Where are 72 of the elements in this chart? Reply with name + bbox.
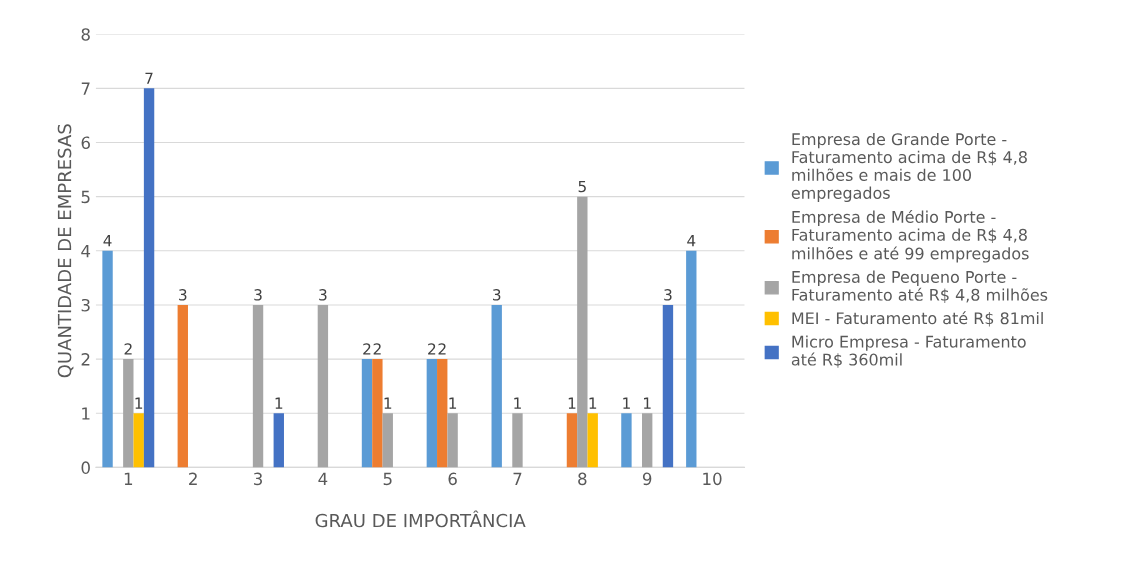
bar (621, 413, 632, 468)
data-label: 1 (568, 397, 576, 409)
bar (491, 304, 502, 468)
bar (372, 359, 383, 468)
y-axis-title: QUANTIDADE DE EMPRESAS (57, 124, 74, 378)
x-tick-label: 2 (189, 472, 197, 485)
x-axis-title: GRAU DE IMPORTÂNCIA (315, 510, 526, 528)
data-label: 1 (384, 397, 392, 409)
y-tick-label: 4 (81, 244, 91, 258)
y-tick-label: 5 (81, 190, 90, 204)
bar (426, 359, 438, 468)
data-label: 1 (589, 397, 597, 409)
data-label: 2 (428, 343, 436, 355)
y-tick-label: 1 (82, 407, 90, 420)
x-tick-label: 7 (513, 472, 522, 485)
data-label: 1 (514, 397, 521, 409)
bar (361, 359, 373, 468)
data-label: 1 (275, 397, 283, 409)
y-tick-label: 7 (81, 82, 90, 95)
legend-label: MEI - Faturamento até R$ 81mil (792, 311, 1043, 327)
data-label: 3 (254, 289, 262, 301)
legend-label: Micro Empresa - Faturamento até R$ 360mil (791, 335, 1026, 368)
bar (382, 413, 393, 468)
data-label: 4 (103, 235, 112, 247)
bar (102, 250, 113, 468)
x-tick-label: 10 (703, 472, 722, 486)
bar (133, 413, 144, 468)
y-tick-label: 6 (81, 136, 90, 150)
data-label: 3 (319, 289, 327, 301)
bar (566, 413, 578, 468)
bar (123, 359, 134, 468)
y-tick-label: 8 (81, 28, 90, 41)
bar (143, 88, 155, 468)
data-label: 3 (493, 289, 501, 301)
bar (577, 196, 588, 468)
bar (252, 304, 264, 468)
bar (177, 304, 188, 468)
bar (273, 413, 284, 468)
y-tick-label: 2 (81, 353, 90, 366)
bar (512, 413, 523, 468)
bar (587, 413, 598, 468)
legend-label: Empresa de Grande Porte - Faturamento acima de R$ 4,8 milhões e mais de 100 empregados (791, 132, 1027, 202)
legend-label: Empresa de Médio Porte - Faturamento acima de R$ 4,8 milhões e até 99 empregados (792, 209, 1029, 263)
data-label: 2 (438, 343, 446, 355)
legend-label: Empresa de Pequeno Porte - Faturamento até R$ 4,8 milhões (792, 270, 1048, 303)
x-tick-label: 9 (642, 472, 652, 486)
bar (447, 413, 458, 468)
data-label: 3 (179, 289, 187, 301)
x-tick-label: 8 (578, 472, 587, 486)
data-label: 5 (578, 180, 586, 193)
x-tick-label: 6 (448, 472, 457, 486)
bar (686, 250, 697, 468)
x-tick-label: 3 (254, 472, 262, 486)
data-label: 1 (135, 397, 143, 409)
bar (642, 413, 653, 468)
x-tick-label: 5 (383, 472, 392, 486)
data-label: 2 (124, 343, 132, 355)
bar (317, 304, 329, 468)
data-label: 1 (449, 397, 457, 409)
data-label: 1 (623, 397, 630, 409)
data-label: 4 (687, 235, 696, 247)
data-label: 2 (363, 343, 371, 355)
data-label: 3 (664, 289, 672, 301)
x-tick-label: 4 (318, 472, 328, 485)
x-tick-label: 1 (124, 472, 133, 485)
bar (437, 359, 448, 468)
y-tick-label: 0 (81, 461, 90, 474)
bar (662, 304, 674, 468)
y-tick-label: 3 (81, 298, 90, 312)
data-label: 7 (145, 72, 153, 84)
data-label: 1 (644, 397, 651, 409)
data-label: 2 (373, 343, 381, 355)
